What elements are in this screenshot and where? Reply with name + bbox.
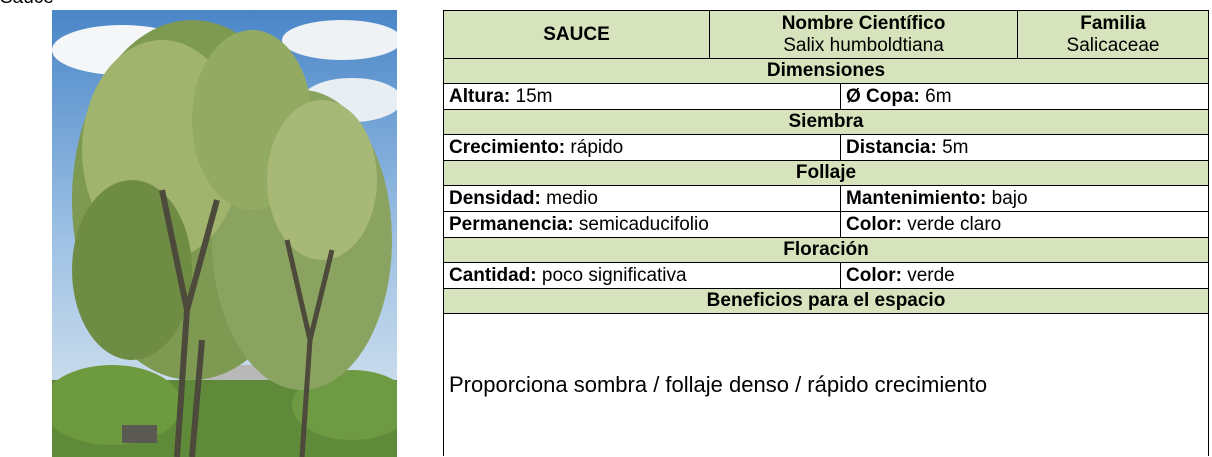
field-label: Altura:: [449, 85, 511, 107]
section-row: Floración: [443, 237, 1209, 263]
field-value: semicaducifolio: [578, 213, 709, 235]
species-name: SAUCE: [543, 23, 610, 45]
section-cell: Siembra: [443, 109, 1209, 135]
section-heading: Floración: [783, 239, 869, 260]
field-label: Mantenimiento:: [846, 187, 987, 209]
species-table: SAUCE Nombre Científico Salix humboldtiana…: [443, 10, 1209, 456]
data-cell: Ø Copa: 6m: [840, 83, 1209, 110]
data-cell: Color: verde: [840, 262, 1209, 289]
section-cell: Follaje: [443, 160, 1209, 186]
section-heading: Beneficios para el espacio: [706, 290, 946, 311]
scientific-label: Nombre Científico: [781, 12, 946, 34]
section-heading: Dimensiones: [766, 60, 886, 81]
field-label: Densidad:: [449, 187, 541, 209]
document-title: Sauce: [0, 0, 54, 9]
data-row: Permanencia: semicaducifolio Color: verde…: [443, 211, 1209, 238]
section-cell: Beneficios para el espacio: [443, 288, 1209, 314]
data-cell: Color: verde claro: [840, 211, 1209, 238]
family-cell: Familia Salicaceae: [1017, 10, 1209, 59]
field-value: poco significativa: [541, 264, 687, 286]
family-label: Familia: [1080, 12, 1146, 34]
data-row: Altura: 15m Ø Copa: 6m: [443, 83, 1209, 110]
field-value: 6m: [925, 85, 952, 107]
section-row: Dimensiones: [443, 58, 1209, 84]
field-value: 15m: [515, 85, 553, 107]
data-cell: Altura: 15m: [443, 83, 841, 110]
field-label: Ø Copa:: [846, 85, 920, 107]
section-row: Siembra: [443, 109, 1209, 135]
data-cell: Mantenimiento: bajo: [840, 185, 1209, 212]
data-cell: Distancia: 5m: [840, 134, 1209, 161]
section-heading: Follaje: [795, 162, 857, 183]
field-value: bajo: [991, 187, 1028, 209]
field-value: verde claro: [907, 213, 1002, 235]
data-cell: Permanencia: semicaducifolio: [443, 211, 841, 238]
section-cell: Floración: [443, 237, 1209, 263]
data-cell: Crecimiento: rápido: [443, 134, 841, 161]
scientific-cell: Nombre Científico Salix humboldtiana: [709, 10, 1018, 59]
scientific-value: Salix humboldtiana: [783, 34, 944, 56]
section-row: Follaje: [443, 160, 1209, 186]
field-value: rápido: [570, 136, 624, 158]
data-cell: Cantidad: poco significativa: [443, 262, 841, 289]
field-value: verde: [907, 264, 955, 286]
field-label: Distancia:: [846, 136, 937, 158]
benefits-text: Proporciona sombra / follaje denso / ráp…: [449, 371, 988, 397]
field-label: Crecimiento:: [449, 136, 566, 158]
data-cell: Densidad: medio: [443, 185, 841, 212]
family-value: Salicaceae: [1066, 34, 1160, 56]
field-label: Color:: [846, 264, 902, 286]
field-label: Cantidad:: [449, 264, 537, 286]
field-value: 5m: [942, 136, 969, 158]
field-label: Color:: [846, 213, 902, 235]
section-heading: Siembra: [788, 111, 864, 132]
data-row: Cantidad: poco significativa Color: verde: [443, 262, 1209, 289]
name-cell: SAUCE: [443, 10, 710, 59]
field-value: medio: [546, 187, 598, 209]
data-row: Crecimiento: rápido Distancia: 5m: [443, 134, 1209, 161]
header-row: SAUCE Nombre Científico Salix humboldtiana…: [443, 10, 1209, 59]
section-cell: Dimensiones: [443, 58, 1209, 84]
text-row: Proporciona sombra / follaje denso / ráp…: [443, 313, 1209, 456]
section-row: Beneficios para el espacio: [443, 288, 1209, 314]
text-cell: Proporciona sombra / follaje denso / ráp…: [443, 313, 1209, 456]
data-row: Densidad: medio Mantenimiento: bajo: [443, 185, 1209, 212]
tree-photo: [52, 10, 397, 457]
field-label: Permanencia:: [449, 213, 574, 235]
